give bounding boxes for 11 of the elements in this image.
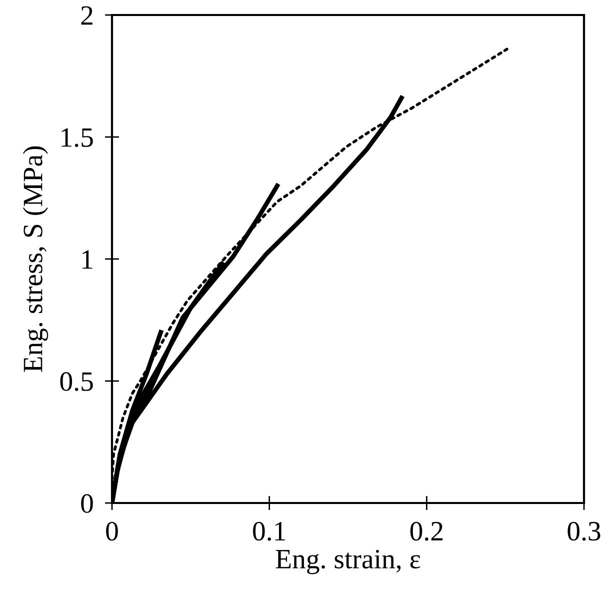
- y-axis-title: Eng. stress, S (MPa): [22, 146, 48, 372]
- x-axis-title: Eng. strain, ε: [276, 550, 420, 574]
- x-tick-label: 0.2: [410, 522, 442, 541]
- y-tick-label: 2: [81, 6, 92, 25]
- y-tick-label: 1: [82, 250, 92, 269]
- x-tick-label: 0.3: [568, 522, 600, 541]
- x-tick-label: 0.1: [253, 522, 286, 541]
- y-tick-label: 1.5: [62, 128, 93, 148]
- x-tick-label: 0: [106, 522, 118, 541]
- y-tick-label: 0.5: [60, 372, 93, 392]
- y-tick-label: 0: [81, 494, 93, 513]
